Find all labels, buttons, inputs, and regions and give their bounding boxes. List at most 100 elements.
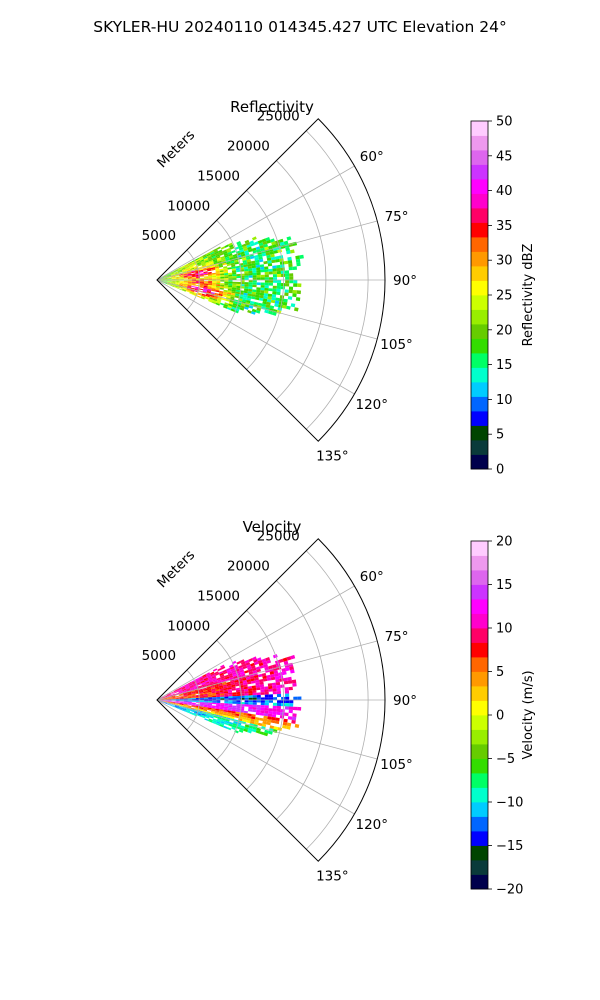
data-gate [252,282,257,285]
data-gate [207,705,212,707]
data-gate [166,274,171,277]
data-gate [187,703,192,705]
data-gate [203,289,208,292]
data-gate [213,261,219,265]
data-gate [265,304,271,309]
data-gate [191,706,196,708]
data-gate [218,671,223,675]
data-gate [231,709,236,712]
data-gate [219,686,224,690]
data-gate [171,274,175,276]
data-gate [236,691,241,695]
data-gate [210,671,215,675]
data-gate [163,275,167,278]
data-gate [191,277,196,279]
data-gate [167,280,172,282]
data-gate [228,276,233,279]
data-gate [163,282,167,284]
data-gate [230,682,235,686]
data-gate [174,690,179,693]
data-gate [282,671,287,676]
data-gate [175,276,180,278]
data-gate [159,280,164,281]
data-gate [242,297,247,300]
data-gate [296,290,301,295]
data-gate [201,713,206,716]
data-gate [163,280,168,281]
data-gate [163,701,168,702]
data-gate [186,689,191,692]
data-gate [244,702,249,705]
colorbar-segment [471,715,488,730]
data-gate [236,707,241,711]
data-gate [182,688,187,691]
azimuth-tick-label: 105° [380,337,413,353]
data-gate [273,726,279,730]
data-gate [279,678,284,682]
data-gate [171,279,176,280]
data-gate [251,291,257,295]
data-gate [203,688,208,691]
data-gate [292,293,297,298]
data-gate [171,284,175,286]
data-gate [261,238,267,243]
data-gate [240,659,245,663]
data-gate [171,282,176,285]
data-gate [203,690,208,692]
data-gate [275,681,281,686]
data-gate [248,700,253,703]
data-gate [206,253,211,257]
data-gate [224,283,229,286]
data-gate [224,276,229,279]
data-gate [184,683,189,687]
azimuth-spoke [156,165,355,281]
data-gate [219,707,224,710]
data-gate [199,288,204,291]
data-gate [216,273,221,276]
data-gate [201,294,206,298]
data-gate [171,694,175,696]
colorbar-segment [471,411,488,426]
data-gate [236,689,241,693]
data-gate [231,270,237,273]
data-gate [234,295,239,299]
azimuth-tick-label: 60° [360,149,384,165]
data-gate [167,698,172,699]
data-gate [208,719,213,723]
data-gate [228,705,233,708]
data-gate [293,280,298,284]
data-gate [177,268,182,271]
data-gate [208,678,213,682]
data-gate [220,696,225,699]
data-gate [212,702,217,705]
data-gate [237,243,242,247]
data-gate [178,706,183,709]
data-gate [167,700,172,702]
data-gate [182,269,187,272]
data-gate [216,299,221,303]
data-gate [228,285,233,288]
data-gate [179,284,184,286]
data-gate [175,697,180,699]
data-gate [256,709,261,713]
data-gate [248,268,253,272]
data-gate [219,271,225,274]
data-gate [215,705,220,708]
data-gate [226,261,231,265]
data-gate [207,285,212,287]
data-gate [200,697,205,699]
data-gate [175,284,180,286]
data-gate [178,286,183,289]
data-gate [252,687,257,691]
data-gate [280,286,285,290]
data-gate [177,268,182,271]
data-gate [196,295,201,298]
data-gate [171,281,176,283]
data-gate [208,718,213,722]
data-gate [246,300,251,304]
data-gate [213,715,219,719]
data-gate [187,280,192,282]
data-gate [248,286,253,290]
data-gate [244,691,249,694]
data-gate [254,241,259,246]
